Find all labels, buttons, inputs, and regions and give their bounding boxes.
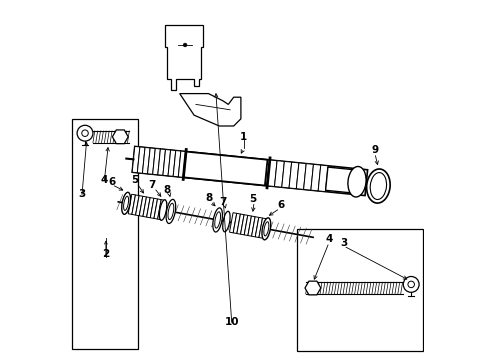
Polygon shape	[303, 164, 313, 190]
Ellipse shape	[122, 192, 130, 214]
Polygon shape	[296, 163, 305, 189]
Polygon shape	[142, 148, 150, 174]
Polygon shape	[142, 197, 150, 217]
Bar	[72, 119, 138, 349]
Polygon shape	[173, 150, 181, 177]
Bar	[296, 229, 422, 351]
Polygon shape	[255, 217, 262, 238]
Polygon shape	[240, 215, 247, 235]
Polygon shape	[168, 150, 175, 176]
Polygon shape	[152, 148, 160, 175]
Text: 1: 1	[240, 132, 247, 142]
Polygon shape	[288, 162, 298, 189]
Polygon shape	[135, 195, 142, 216]
Polygon shape	[150, 198, 157, 219]
Text: 6: 6	[277, 201, 284, 210]
Polygon shape	[318, 165, 327, 192]
Polygon shape	[137, 147, 145, 173]
Polygon shape	[139, 196, 146, 216]
Polygon shape	[247, 216, 255, 236]
Text: 6: 6	[108, 177, 115, 187]
Polygon shape	[244, 215, 251, 235]
Ellipse shape	[262, 218, 270, 240]
Polygon shape	[178, 151, 185, 177]
Text: 3: 3	[78, 189, 85, 199]
Polygon shape	[310, 165, 320, 191]
Text: 3: 3	[339, 238, 346, 248]
Text: 2: 2	[102, 249, 109, 259]
Polygon shape	[132, 195, 139, 215]
Polygon shape	[154, 199, 161, 219]
Polygon shape	[229, 213, 236, 233]
Text: 8: 8	[204, 193, 212, 203]
Polygon shape	[132, 147, 140, 173]
Polygon shape	[236, 214, 244, 234]
Polygon shape	[274, 161, 284, 187]
Polygon shape	[233, 213, 240, 234]
Text: 9: 9	[370, 145, 378, 155]
Text: 7: 7	[219, 197, 226, 207]
Ellipse shape	[159, 200, 166, 220]
Polygon shape	[266, 160, 277, 186]
Text: 4: 4	[325, 234, 332, 244]
Text: 8: 8	[163, 185, 171, 195]
Polygon shape	[325, 167, 357, 193]
Ellipse shape	[212, 208, 222, 232]
Text: 4: 4	[100, 175, 107, 185]
Text: 5: 5	[131, 175, 138, 185]
Text: 7: 7	[148, 180, 156, 190]
Polygon shape	[183, 152, 267, 185]
Circle shape	[183, 43, 186, 47]
Ellipse shape	[222, 211, 230, 232]
Ellipse shape	[166, 199, 175, 224]
Polygon shape	[163, 149, 170, 176]
Text: 5: 5	[248, 194, 256, 204]
Polygon shape	[281, 161, 291, 188]
Polygon shape	[158, 149, 165, 175]
Polygon shape	[251, 217, 258, 237]
Ellipse shape	[366, 169, 389, 203]
Polygon shape	[259, 218, 265, 238]
Polygon shape	[146, 198, 154, 218]
Text: 10: 10	[224, 317, 239, 327]
Ellipse shape	[347, 166, 366, 197]
Polygon shape	[147, 148, 155, 174]
Polygon shape	[128, 194, 135, 215]
Polygon shape	[132, 147, 367, 195]
Polygon shape	[157, 199, 164, 220]
